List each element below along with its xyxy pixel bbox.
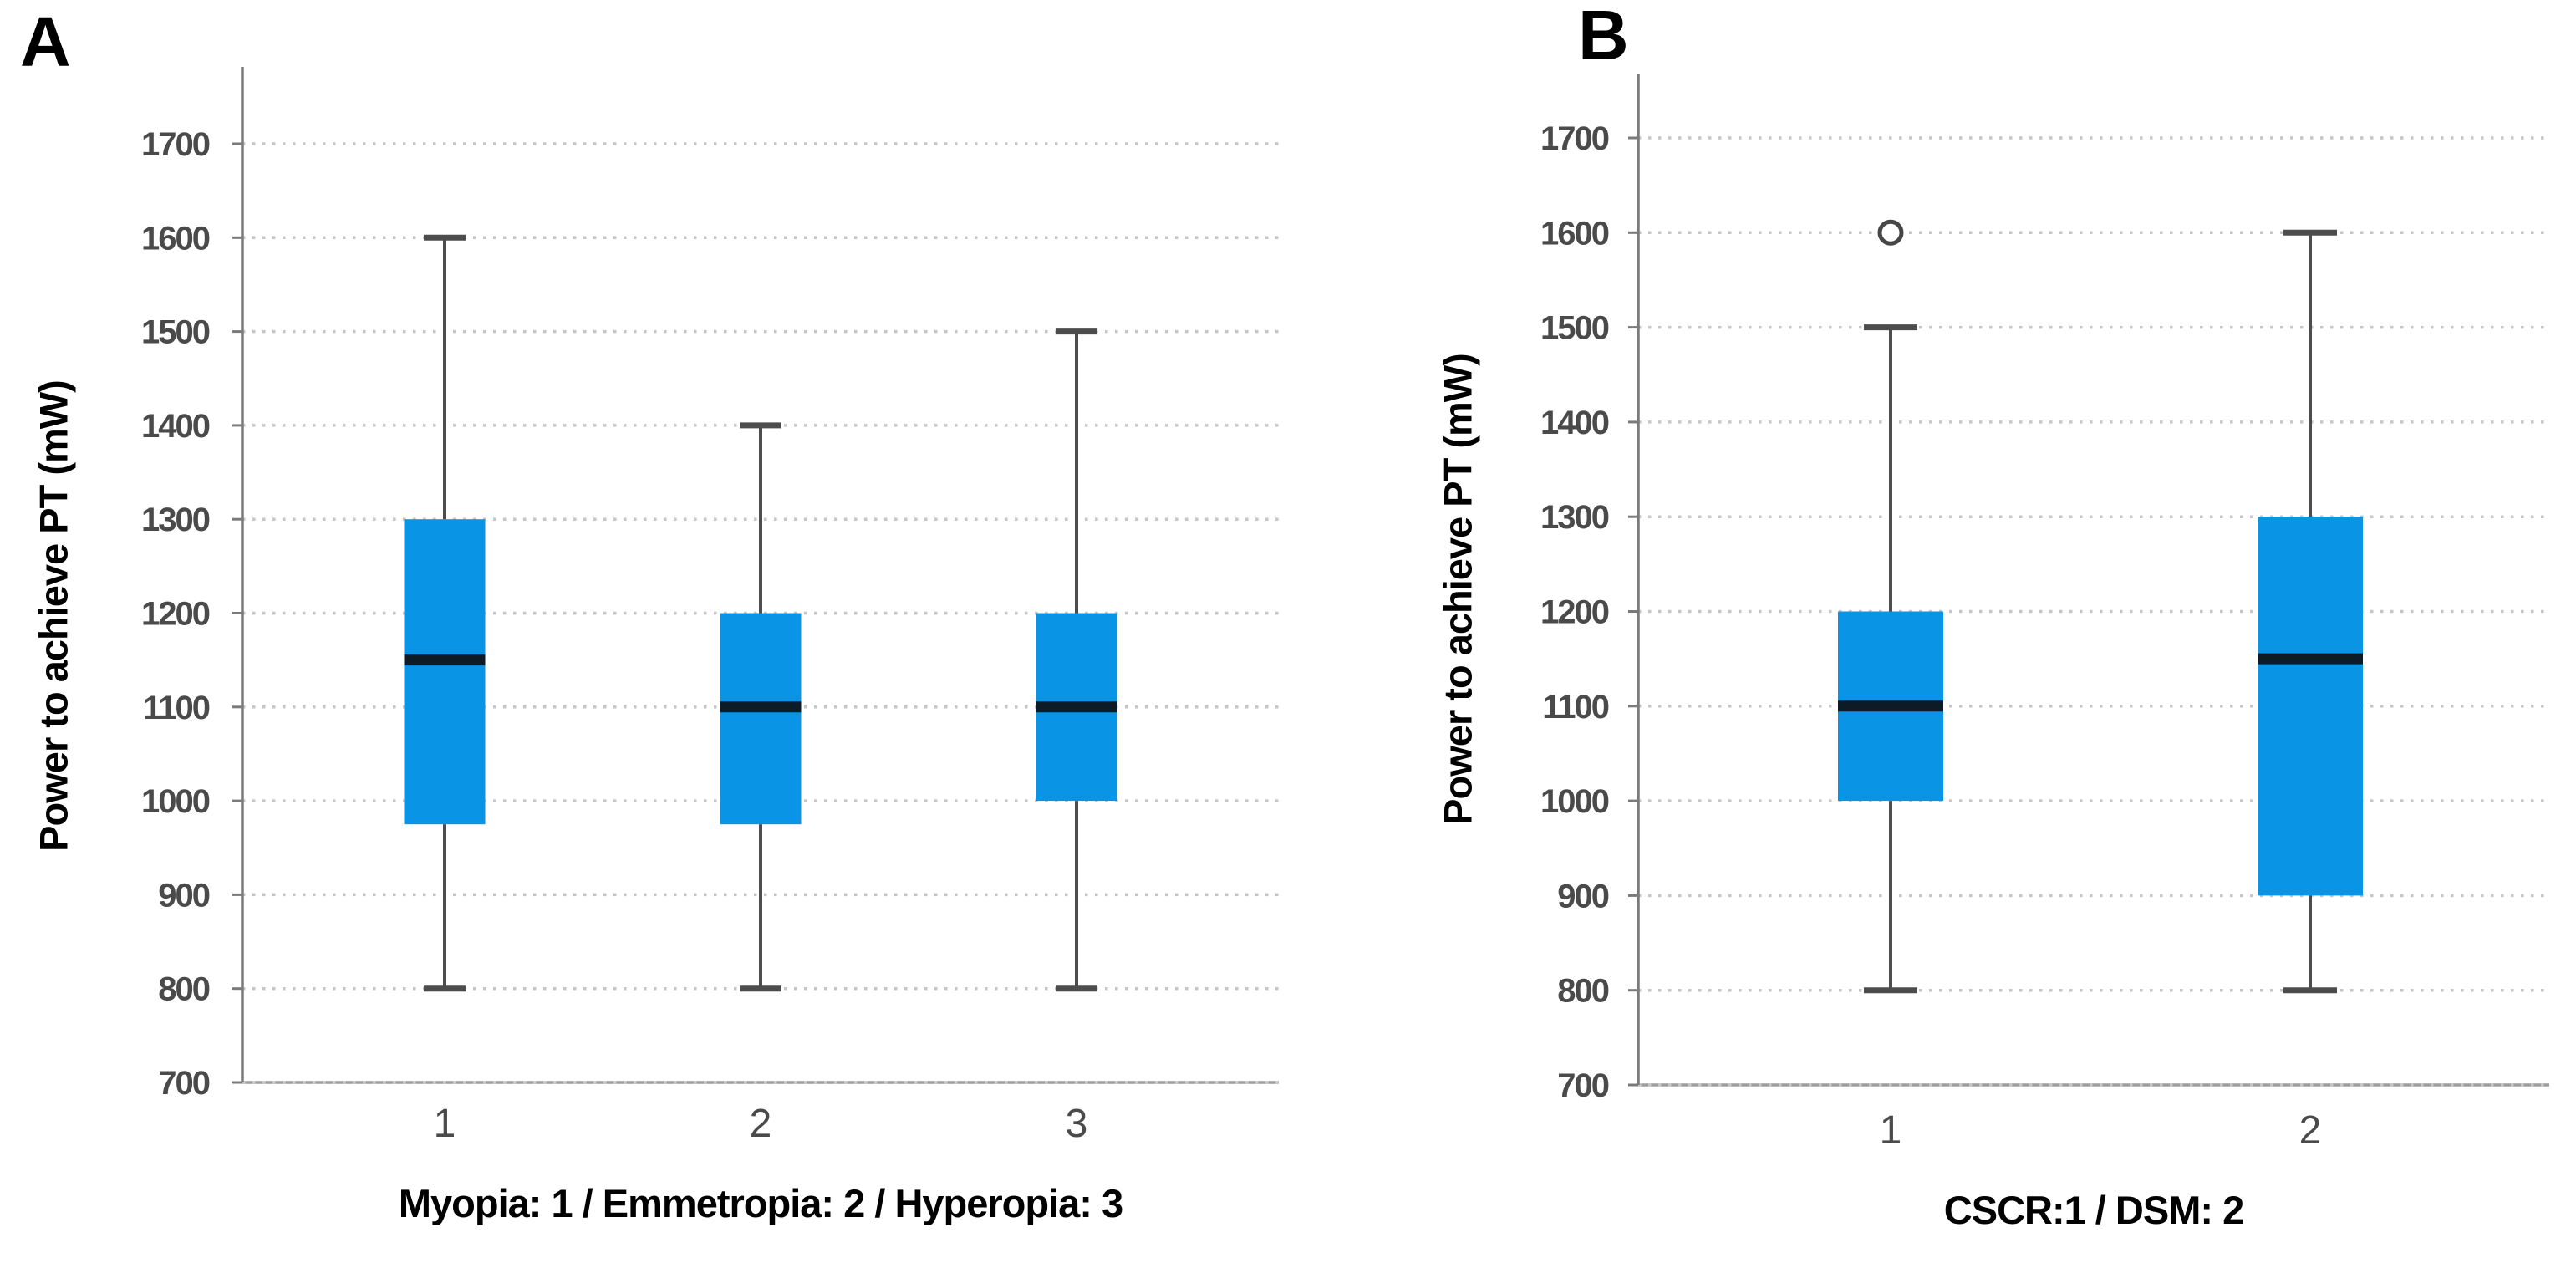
box-group-emmetropia xyxy=(720,422,802,992)
iqr-box xyxy=(2258,517,2363,896)
y-tick-label: 1500 xyxy=(141,314,210,351)
y-tick-label: 1500 xyxy=(1540,310,1609,347)
x-tick-label: 1 xyxy=(434,1102,456,1146)
panel-label-b: B xyxy=(1578,0,1629,74)
y-tick-label: 1600 xyxy=(141,220,210,257)
y-tick-label: 800 xyxy=(1557,973,1608,1010)
y-tick-label: 1600 xyxy=(1540,215,1609,252)
x-tick-label: 2 xyxy=(2299,1108,2322,1153)
x-tick-label: 1 xyxy=(1880,1108,1902,1153)
y-tick-label: 1300 xyxy=(1540,499,1609,536)
y-tick-label: 1100 xyxy=(143,690,210,726)
y-tick-label: 1200 xyxy=(141,596,210,633)
y-tick-label: 900 xyxy=(158,877,209,914)
panel-b-plot: 700 800 900 1000 1100 1200 1300 1400 1500 1600 170… xyxy=(1540,74,2549,1153)
box-group-dsm xyxy=(2258,229,2363,994)
panel-a-y-axis-title: Power to achieve PT (mW) xyxy=(31,380,76,852)
y-tick-label: 700 xyxy=(1557,1067,1608,1104)
iqr-box xyxy=(404,519,486,825)
box-group-hyperopia xyxy=(1036,328,1117,992)
y-tick-label: 700 xyxy=(158,1065,209,1102)
outlier-point xyxy=(1877,219,1904,246)
y-tick-label: 1700 xyxy=(1540,120,1609,157)
panel-a-x-axis-title: Myopia: 1 / Emmetropia: 2 / Hyperopia: 3 xyxy=(398,1181,1123,1225)
box-group-myopia xyxy=(404,234,486,992)
x-tick-label: 2 xyxy=(750,1102,772,1146)
y-tick-label: 1400 xyxy=(141,408,210,445)
panel-a-plot: 700 800 900 1000 1100 1200 1300 1400 1500 1600 170… xyxy=(141,67,1279,1146)
y-tick-label: 1000 xyxy=(141,783,210,820)
iqr-box xyxy=(720,613,802,825)
panel-b-y-axis-title: Power to achieve PT (mW) xyxy=(1435,354,1480,825)
panel-b-x-axis-title: CSCR:1 / DSM: 2 xyxy=(1943,1188,2244,1232)
y-tick-label: 800 xyxy=(158,971,209,1008)
x-tick-label: 3 xyxy=(1066,1102,1088,1146)
y-tick-label: 1400 xyxy=(1540,405,1609,441)
y-tick-label: 1100 xyxy=(1542,689,1609,726)
panel-label-a: A xyxy=(20,3,71,81)
y-tick-label: 1700 xyxy=(141,126,210,163)
y-tick-label: 1000 xyxy=(1540,783,1609,820)
y-tick-label: 1200 xyxy=(1540,594,1609,631)
box-group-cscr xyxy=(1838,219,1943,994)
y-tick-label: 1300 xyxy=(141,502,210,538)
y-tick-label: 900 xyxy=(1557,878,1608,914)
